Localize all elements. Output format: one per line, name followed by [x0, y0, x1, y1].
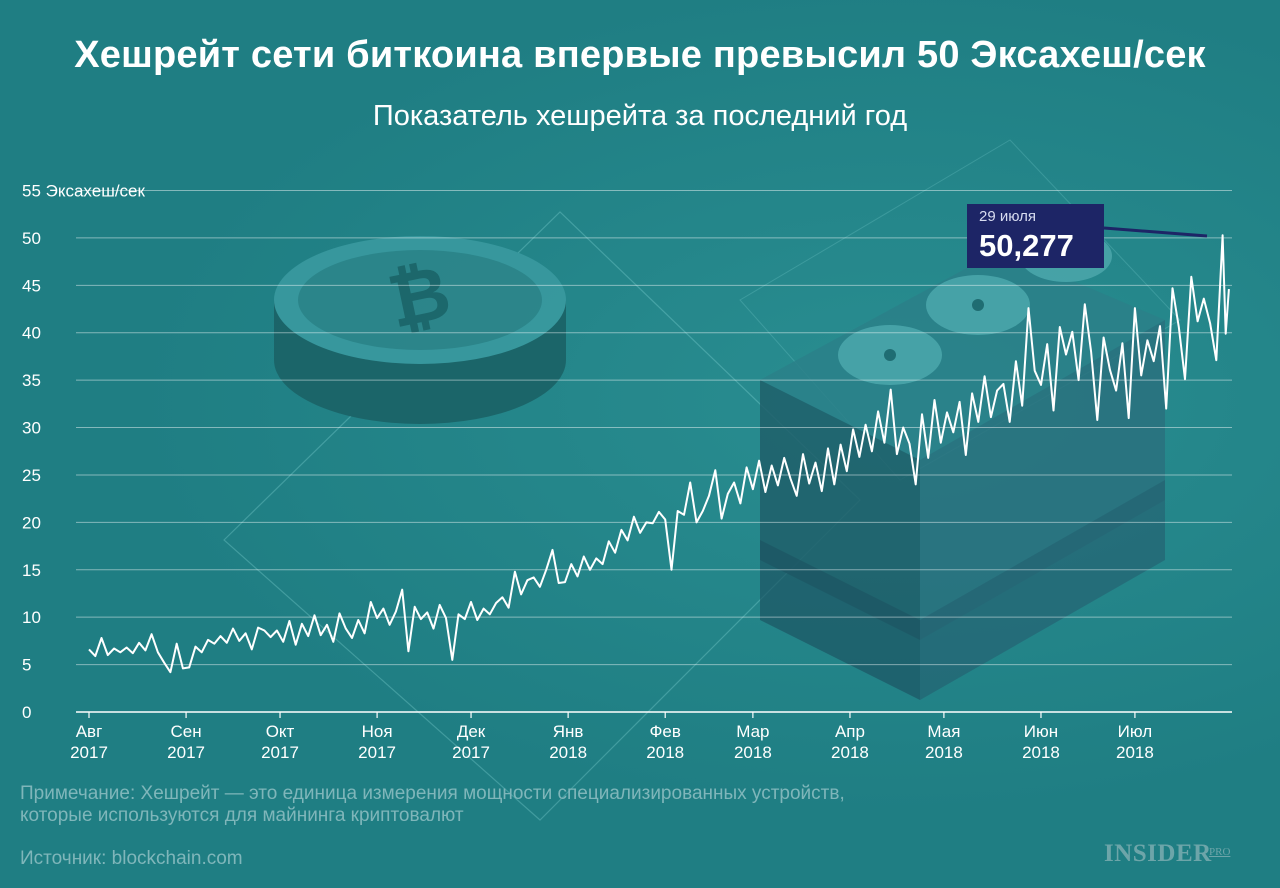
x-tick-month: Сен [171, 722, 202, 741]
x-tick-year: 2018 [831, 743, 869, 762]
x-tick-year: 2017 [167, 743, 205, 762]
x-tick-month: Мар [736, 722, 769, 741]
grid [76, 190, 1232, 666]
x-axis-ticks: Авг 2017 Сен 2017 Окт 2017 Ноя 2017 Дек 2017 Янв 20… [70, 712, 1154, 762]
decorative-background: ₿ [223, 139, 1181, 821]
source-label: Источник: blockchain.com [20, 848, 243, 869]
y-tick-label: 5 [22, 656, 31, 675]
peak-callout: 29 июля 50,277 [967, 204, 1104, 268]
x-tick-month: Окт [266, 722, 295, 741]
x-tick-year: 2017 [358, 743, 396, 762]
x-tick-year: 2018 [1022, 743, 1060, 762]
x-tick-month: Июл [1118, 722, 1153, 741]
y-tick-label: 0 [22, 703, 31, 722]
x-tick-month: Янв [553, 722, 584, 741]
x-tick-month: Ноя [362, 722, 393, 741]
footnote-line-1: Примечание: Хешрейт — это единица измере… [20, 783, 845, 804]
hashrate-series-line [88, 234, 1230, 674]
x-tick-month: Авг [76, 722, 103, 741]
insider-logo-pro: PRO [1209, 846, 1231, 858]
bitcoin-coin-icon: ₿ [274, 236, 566, 424]
mining-gpu-rig-icon [760, 230, 1165, 700]
y-tick-label: 15 [22, 561, 41, 580]
x-tick-year: 2018 [1116, 743, 1154, 762]
x-tick-month: Июн [1024, 722, 1058, 741]
callout-value: 50,277 [979, 228, 1074, 263]
x-tick-year: 2018 [646, 743, 684, 762]
x-tick-month: Мая [927, 722, 960, 741]
x-tick-month: Апр [835, 722, 865, 741]
x-tick-year: 2018 [549, 743, 587, 762]
y-tick-label: 20 [22, 513, 41, 532]
chart-title: Хешрейт сети биткоина впервые превысил 5… [74, 34, 1206, 76]
y-tick-label: 40 [22, 324, 41, 343]
x-tick-year: 2018 [925, 743, 963, 762]
y-tick-label: 30 [22, 419, 41, 438]
callout-date: 29 июля [979, 208, 1037, 225]
y-tick-label: 10 [22, 608, 41, 627]
x-tick-month: Фев [649, 722, 680, 741]
x-tick-year: 2017 [261, 743, 299, 762]
y-tick-label: 25 [22, 466, 41, 485]
chart-subtitle: Показатель хешрейта за последний год [372, 100, 908, 132]
callout-pointer [1103, 226, 1208, 238]
x-tick-year: 2018 [734, 743, 772, 762]
y-tick-label: 50 [22, 229, 41, 248]
insider-logo: INSIDER [1104, 840, 1212, 867]
footnote-line-2: которые используются для майнинга крипто… [20, 805, 464, 826]
x-tick-year: 2017 [70, 743, 108, 762]
y-axis-ticks: 0 5 10 15 20 25 30 35 40 45 50 55 Эксахеш/сек [22, 182, 146, 723]
y-tick-label: 35 [22, 371, 41, 390]
x-tick-year: 2017 [452, 743, 490, 762]
y-tick-label: 55 Эксахеш/сек [22, 182, 146, 201]
x-tick-month: Дек [457, 722, 486, 741]
y-tick-label: 45 [22, 276, 41, 295]
